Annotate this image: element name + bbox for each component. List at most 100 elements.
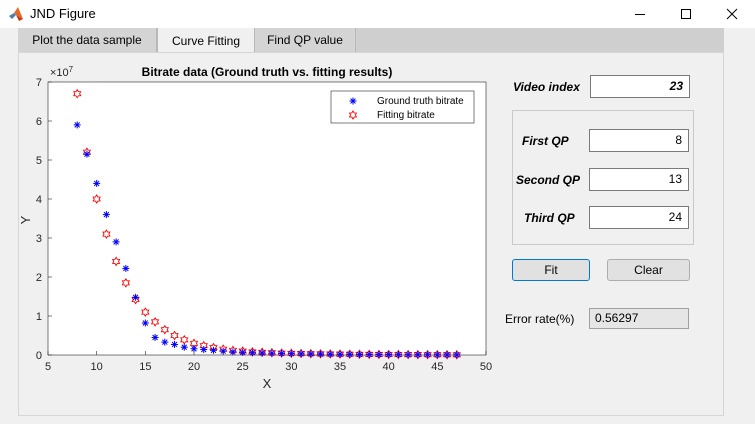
fitting-point: [394, 349, 403, 360]
ground-truth-point: [278, 349, 286, 357]
ground-truth-point: [200, 346, 208, 354]
y-tick-label: 7: [36, 77, 42, 89]
second-qp-input[interactable]: 13: [589, 168, 689, 191]
data-markers: [73, 88, 461, 360]
ground-truth-point: [443, 351, 451, 359]
ground-truth-point: [171, 340, 179, 348]
tab-label: Plot the data sample: [32, 33, 142, 47]
close-button[interactable]: [709, 0, 755, 28]
ground-truth-point: [307, 350, 315, 358]
fitting-point: [141, 307, 150, 317]
bitrate-chart: Bitrate data (Ground truth vs. fitting r…: [18, 65, 492, 391]
second-qp-label: Second QP: [516, 173, 581, 187]
error-rate-label: Error rate(%): [505, 312, 575, 326]
fitting-point: [287, 348, 296, 359]
y-tick-label: 2: [36, 272, 42, 284]
video-index-label: Video index: [513, 80, 580, 94]
first-qp-input[interactable]: 8: [589, 129, 689, 152]
y-tick-label: 0: [36, 350, 42, 362]
maximize-button[interactable]: [663, 0, 709, 28]
ground-truth-point: [326, 350, 334, 358]
fit-button[interactable]: Fit: [512, 259, 590, 281]
fitting-point: [384, 349, 393, 360]
tab-label: Find QP value: [267, 33, 343, 47]
fitting-point: [442, 349, 452, 360]
x-tick-label: 35: [334, 361, 346, 373]
fitting-point: [423, 349, 432, 360]
ground-truth-point: [414, 351, 422, 359]
chart-title: Bitrate data (Ground truth vs. fitting r…: [142, 65, 393, 79]
fitting-point: [121, 278, 131, 288]
ground-truth-point: [394, 351, 402, 359]
plot-area: [47, 81, 487, 356]
y-exponent-label: ×107: [50, 65, 74, 79]
fitting-point: [277, 348, 286, 358]
fitting-point: [452, 349, 461, 360]
x-tick-label: 40: [383, 361, 395, 373]
ground-truth-point: [190, 345, 198, 353]
tab-find-qp-value[interactable]: Find QP value: [255, 28, 356, 52]
ground-truth-point: [83, 150, 91, 158]
fitting-point: [306, 348, 315, 359]
error-rate-value: 0.56297: [589, 308, 689, 329]
fitting-point: [150, 317, 160, 327]
ground-truth-point: [122, 264, 130, 272]
first-qp-label: First QP: [522, 134, 569, 148]
ground-truth-point: [239, 348, 247, 356]
x-tick-label: 30: [285, 361, 297, 373]
fitting-point: [403, 349, 413, 360]
minimize-icon: [635, 14, 645, 15]
y-tick-label: 5: [36, 155, 42, 167]
fitting-point: [365, 349, 374, 360]
ground-truth-point: [180, 343, 188, 351]
ground-truth-point: [424, 351, 432, 359]
close-icon: [726, 8, 738, 20]
fitting-point: [433, 349, 442, 360]
y-axis-label: Y: [18, 215, 33, 224]
video-index-input[interactable]: 23: [590, 75, 690, 98]
tab-strip: Plot the data sample Curve Fitting Find …: [18, 28, 724, 53]
fitting-point: [355, 349, 364, 360]
ground-truth-point: [209, 346, 217, 354]
ground-truth-point: [248, 349, 256, 357]
ground-truth-point: [365, 350, 373, 358]
legend-fitting: Fitting bitrate: [377, 110, 435, 121]
fitting-point: [296, 348, 306, 359]
ground-truth-point: [346, 350, 354, 358]
x-tick-label: 5: [45, 361, 51, 373]
legend-markers: [348, 97, 358, 120]
fitting-point: [374, 349, 384, 360]
fitting-point: [326, 349, 335, 359]
x-tick-label: 20: [188, 361, 200, 373]
minimize-button[interactable]: [617, 0, 663, 28]
ground-truth-point: [161, 338, 169, 346]
ground-truth-point: [433, 351, 441, 359]
fitting-point: [335, 349, 345, 359]
tab-curve-fitting[interactable]: Curve Fitting: [157, 28, 255, 53]
legend-hexagram-marker: [348, 110, 358, 120]
tab-plot-data-sample[interactable]: Plot the data sample: [18, 28, 157, 52]
ground-truth-point: [355, 350, 363, 358]
ground-truth-point: [268, 349, 276, 357]
legend: Ground truth bitrate Fitting bitrate: [330, 90, 475, 124]
window-title: JND Figure: [30, 6, 96, 21]
maximize-icon: [681, 9, 691, 19]
clear-button[interactable]: Clear: [607, 259, 690, 281]
legend-asterisk-marker: [349, 97, 357, 105]
fitting-point: [345, 349, 354, 360]
legend-ground-truth: Ground truth bitrate: [377, 96, 464, 107]
third-qp-input[interactable]: 24: [589, 206, 689, 229]
ground-truth-point: [102, 211, 110, 219]
ground-truth-point: [375, 351, 383, 359]
ground-truth-point: [297, 350, 305, 358]
ground-truth-point: [404, 351, 412, 359]
fitting-point: [92, 194, 101, 204]
ground-truth-point: [151, 333, 159, 341]
fitting-point: [160, 324, 169, 335]
x-tick-label: 15: [139, 361, 151, 373]
ground-truth-point: [112, 238, 120, 246]
x-tick-label: 25: [237, 361, 249, 373]
ground-truth-point: [258, 349, 266, 357]
tab-label: Curve Fitting: [171, 33, 241, 48]
